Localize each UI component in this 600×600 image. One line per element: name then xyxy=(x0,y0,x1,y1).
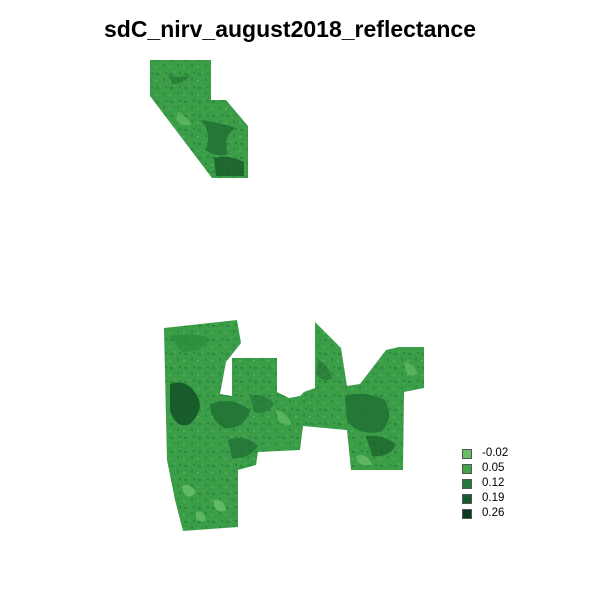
legend-swatch xyxy=(462,448,472,459)
legend-label: 0.05 xyxy=(482,462,505,474)
legend-label: -0.02 xyxy=(482,447,509,459)
legend-swatch xyxy=(462,493,472,504)
legend-item: 0.12 xyxy=(462,476,508,491)
legend-item: -0.02 xyxy=(462,446,508,461)
legend-item: 0.26 xyxy=(462,506,508,521)
north-parcel xyxy=(150,60,248,178)
legend-item: 0.19 xyxy=(462,491,508,506)
legend-item: 0.05 xyxy=(462,461,508,476)
legend-swatch xyxy=(462,463,472,474)
south-parcel xyxy=(164,320,424,531)
legend: -0.02 0.05 0.12 0.19 0.26 xyxy=(462,446,508,521)
legend-swatch xyxy=(462,478,472,489)
legend-swatch xyxy=(462,508,472,519)
legend-label: 0.26 xyxy=(482,507,505,519)
legend-label: 0.12 xyxy=(482,477,505,489)
map-title: sdC_nirv_august2018_reflectance xyxy=(103,16,477,42)
legend-label: 0.19 xyxy=(482,492,505,504)
